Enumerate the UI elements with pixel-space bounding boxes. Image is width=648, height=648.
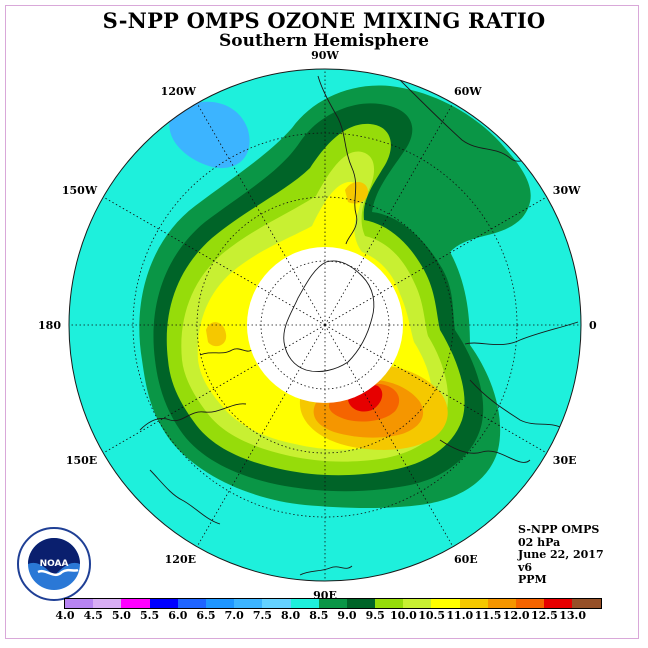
colorbar-segment bbox=[544, 599, 573, 608]
colorbar-segment bbox=[318, 599, 347, 608]
colorbar-label: 11.0 bbox=[446, 609, 474, 622]
colorbar-label: 12.5 bbox=[530, 609, 558, 622]
colorbar-label: 7.5 bbox=[252, 609, 272, 622]
map-boundary bbox=[68, 68, 582, 582]
colorbar-segment bbox=[572, 599, 601, 608]
meridian-line bbox=[196, 103, 326, 326]
colorbar-segment bbox=[487, 599, 516, 608]
colorbar-segment bbox=[375, 599, 404, 608]
map-title: S-NPP OMPS OZONE MIXING RATIO bbox=[102, 8, 546, 33]
info-block: S-NPP OMPS 02 hPa June 22, 2017 v6 PPM bbox=[518, 523, 604, 587]
colorbar-label: 9.5 bbox=[365, 609, 385, 622]
meridian-line bbox=[324, 324, 547, 454]
noaa-logo: NOAA bbox=[17, 527, 91, 601]
colorbar-segment bbox=[65, 599, 94, 608]
longitude-label: 120W bbox=[161, 85, 197, 98]
longitude-label: 60E bbox=[454, 553, 478, 566]
colorbar-label: 10.5 bbox=[418, 609, 445, 622]
longitude-label: 60W bbox=[454, 85, 482, 98]
colorbar-label: 11.5 bbox=[474, 609, 502, 622]
colorbar-label: 4.0 bbox=[55, 609, 75, 622]
colorbar-label: 8.5 bbox=[309, 609, 329, 622]
colorbar-segment bbox=[403, 599, 432, 608]
antarctica-coastline bbox=[283, 260, 375, 373]
longitude-label: 30E bbox=[553, 454, 577, 467]
longitude-label: 90W bbox=[311, 49, 339, 62]
info-date: June 22, 2017 bbox=[518, 548, 604, 561]
info-pressure: 02 hPa bbox=[518, 535, 561, 549]
map-subtitle: Southern Hemisphere bbox=[219, 31, 429, 51]
meridian-line bbox=[324, 324, 454, 547]
noaa-logo-text: NOAA bbox=[40, 559, 69, 569]
longitude-label: 120E bbox=[165, 553, 196, 566]
meridian-line bbox=[103, 324, 326, 454]
colorbar-segment bbox=[177, 599, 206, 608]
colorbar-segment bbox=[459, 599, 488, 608]
info-version: v6 bbox=[518, 560, 533, 574]
longitude-label: 30W bbox=[553, 184, 581, 197]
meridian-line bbox=[324, 103, 454, 326]
colorbar-segment bbox=[234, 599, 263, 608]
colorbar-segment bbox=[431, 599, 460, 608]
contour-12-5 bbox=[348, 385, 383, 412]
colorbar-segment bbox=[516, 599, 545, 608]
colorbar-label: 10.0 bbox=[389, 609, 417, 622]
colorbar bbox=[64, 598, 602, 609]
contour-7-5-area bbox=[169, 101, 250, 169]
meridian-line bbox=[196, 324, 326, 547]
colorbar-label: 4.5 bbox=[83, 609, 103, 622]
lat-lon-grid bbox=[69, 69, 581, 581]
longitude-label: 150W bbox=[62, 184, 98, 197]
colorbar-segment bbox=[121, 599, 150, 608]
info-instrument: S-NPP OMPS bbox=[518, 523, 600, 536]
colorbar-segment bbox=[93, 599, 122, 608]
colorbar-segment bbox=[290, 599, 319, 608]
colorbar-label: 7.0 bbox=[224, 609, 244, 622]
contour-11-0-left bbox=[206, 322, 227, 347]
longitude-label: 150E bbox=[66, 454, 97, 467]
colorbar-label: 6.0 bbox=[168, 609, 188, 622]
colorbar-label: 5.5 bbox=[140, 609, 160, 622]
longitude-label: 180 bbox=[38, 319, 61, 332]
colorbar-label: 13.0 bbox=[559, 609, 586, 622]
colorbar-segment bbox=[262, 599, 291, 608]
figure-frame bbox=[5, 5, 639, 639]
colorbar-label: 5.0 bbox=[111, 609, 131, 622]
meridian-line bbox=[324, 196, 547, 326]
meridian-line bbox=[103, 196, 326, 326]
colorbar-label: 6.5 bbox=[196, 609, 216, 622]
colorbar-segment bbox=[205, 599, 235, 608]
colorbar-segment bbox=[346, 599, 376, 608]
colorbar-segment bbox=[149, 599, 178, 608]
colorbar-label: 8.0 bbox=[281, 609, 301, 622]
colorbar-label: 9.0 bbox=[337, 609, 357, 622]
info-unit: PPM bbox=[518, 573, 547, 586]
contour-11-0-small bbox=[345, 181, 368, 204]
colorbar-label: 12.0 bbox=[502, 609, 530, 622]
longitude-label: 0 bbox=[589, 319, 597, 332]
